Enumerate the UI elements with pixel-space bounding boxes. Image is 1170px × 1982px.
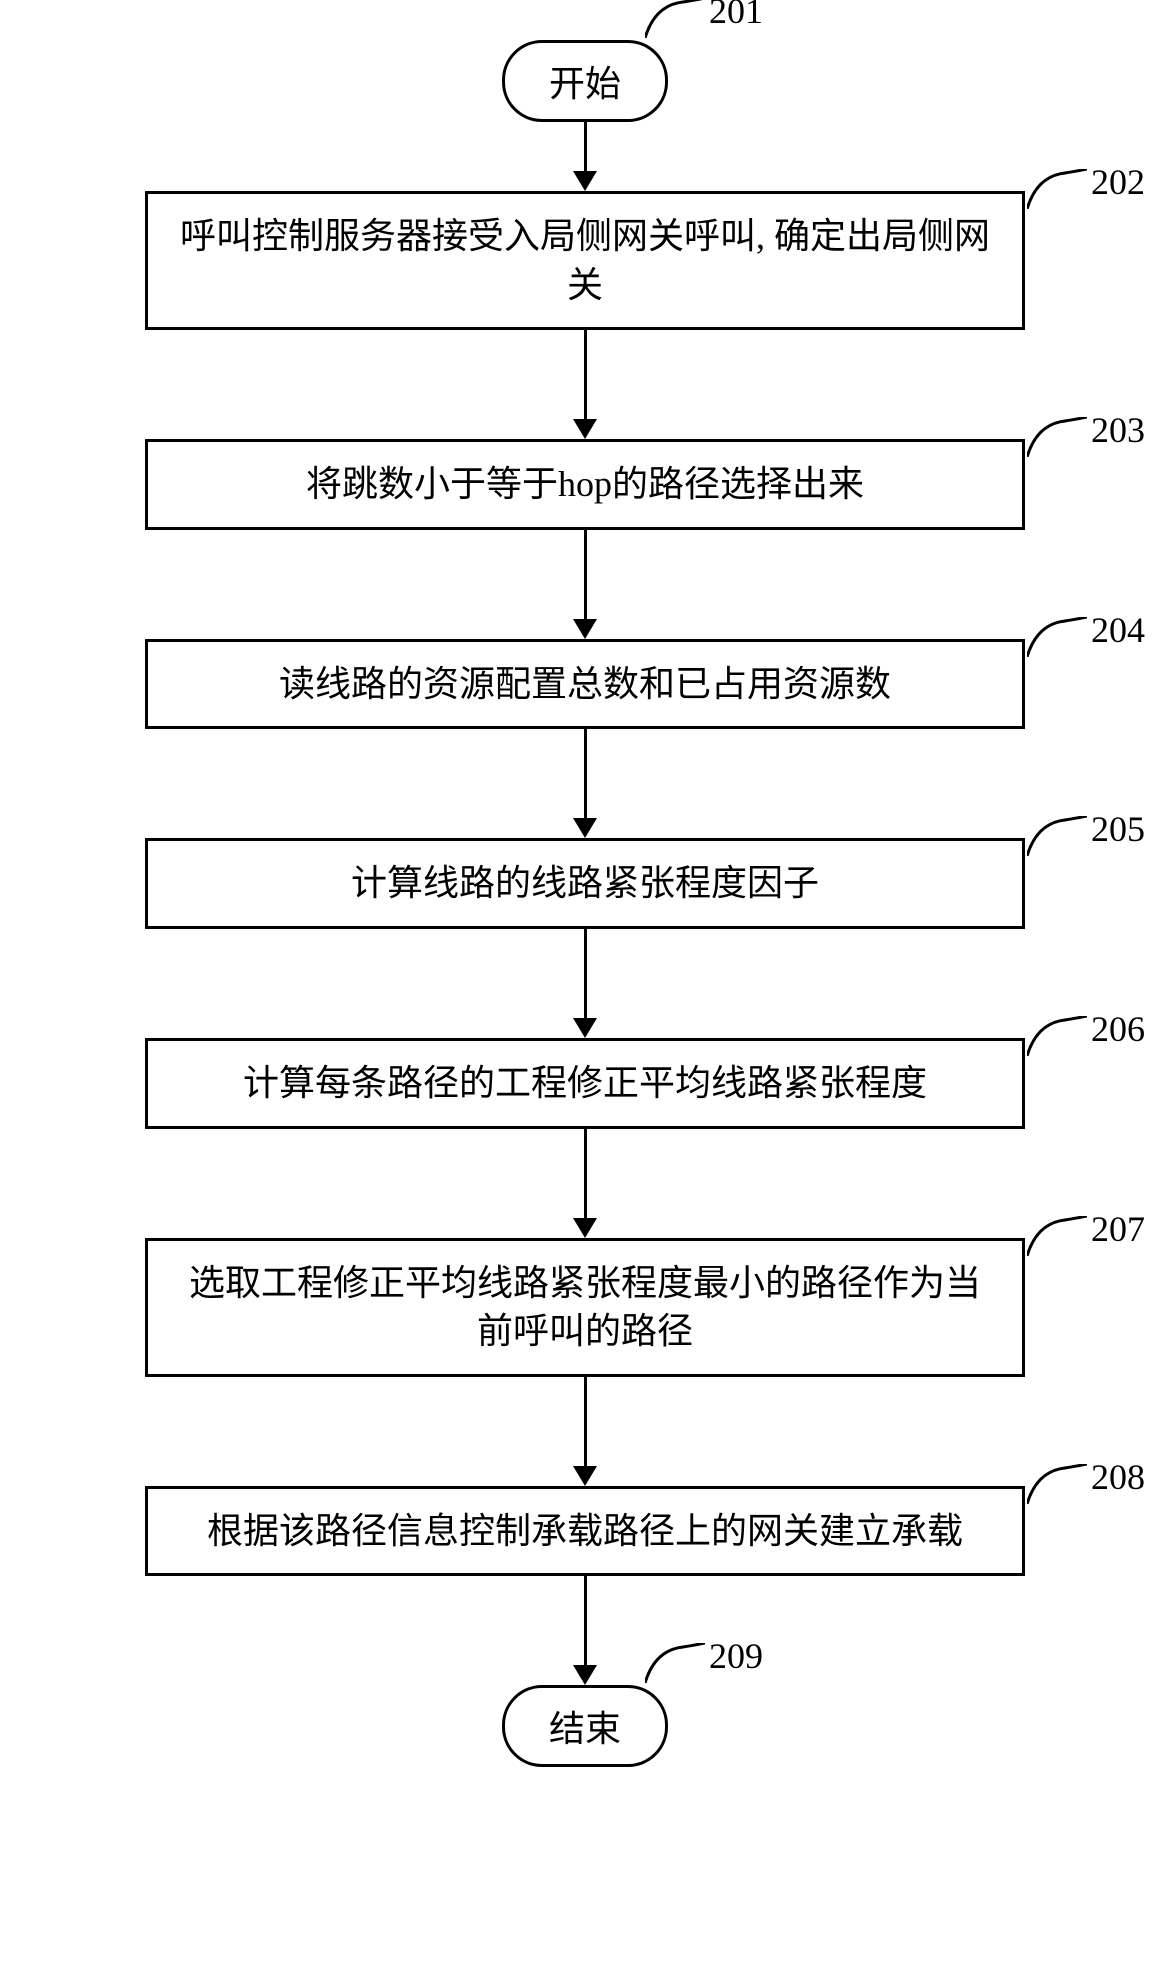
process-node: 选取工程修正平均线路紧张程度最小的路径作为当前呼叫的路径 [145,1238,1025,1377]
step-label-callout: 203 [1027,415,1145,457]
step-label-callout: 202 [1027,167,1145,209]
process-node: 计算线路的线路紧张程度因子 [145,838,1025,929]
flow-node-wrap: 选取工程修正平均线路紧张程度最小的路径作为当前呼叫的路径207 [125,1238,1045,1377]
flow-node-wrap: 根据该路径信息控制承载路径上的网关建立承载208 [125,1486,1045,1577]
flow-arrow [573,330,597,439]
flow-node-wrap: 将跳数小于等于hop的路径选择出来203 [125,439,1045,530]
flowchart-container: 开始201 呼叫控制服务器接受入局侧网关呼叫, 确定出局侧网关202 将跳数小于等于… [125,40,1045,1767]
flow-arrow [573,729,597,838]
step-label-callout: 208 [1027,1462,1145,1504]
step-label-callout: 206 [1027,1014,1145,1056]
flow-node-wrap: 呼叫控制服务器接受入局侧网关呼叫, 确定出局侧网关202 [125,191,1045,330]
flow-node-wrap: 结束209 [125,1685,1045,1767]
terminator-node: 结束 [502,1685,668,1767]
process-node: 根据该路径信息控制承载路径上的网关建立承载 [145,1486,1025,1577]
step-label-text: 206 [1091,1008,1145,1050]
flow-arrow [573,1576,597,1685]
step-label-text: 209 [709,1635,763,1677]
flow-arrow [573,929,597,1038]
flow-arrow [573,530,597,639]
flow-arrow [573,1129,597,1238]
step-label-text: 201 [709,0,763,32]
step-label-text: 202 [1091,161,1145,203]
step-label-callout: 205 [1027,814,1145,856]
step-label-text: 203 [1091,409,1145,451]
terminator-node: 开始 [502,40,668,122]
step-label-text: 208 [1091,1456,1145,1498]
flow-node-wrap: 开始201 [125,40,1045,122]
process-node: 计算每条路径的工程修正平均线路紧张程度 [145,1038,1025,1129]
flow-arrow [573,122,597,191]
process-node: 将跳数小于等于hop的路径选择出来 [145,439,1025,530]
step-label-callout: 201 [645,0,763,38]
flow-node-wrap: 计算每条路径的工程修正平均线路紧张程度206 [125,1038,1045,1129]
flow-node-wrap: 计算线路的线路紧张程度因子205 [125,838,1045,929]
step-label-text: 205 [1091,808,1145,850]
step-label-callout: 207 [1027,1214,1145,1256]
process-node: 读线路的资源配置总数和已占用资源数 [145,639,1025,730]
process-node: 呼叫控制服务器接受入局侧网关呼叫, 确定出局侧网关 [145,191,1025,330]
flow-arrow [573,1377,597,1486]
step-label-text: 207 [1091,1208,1145,1250]
step-label-callout: 204 [1027,615,1145,657]
step-label-callout: 209 [645,1641,763,1683]
flow-node-wrap: 读线路的资源配置总数和已占用资源数204 [125,639,1045,730]
step-label-text: 204 [1091,609,1145,651]
